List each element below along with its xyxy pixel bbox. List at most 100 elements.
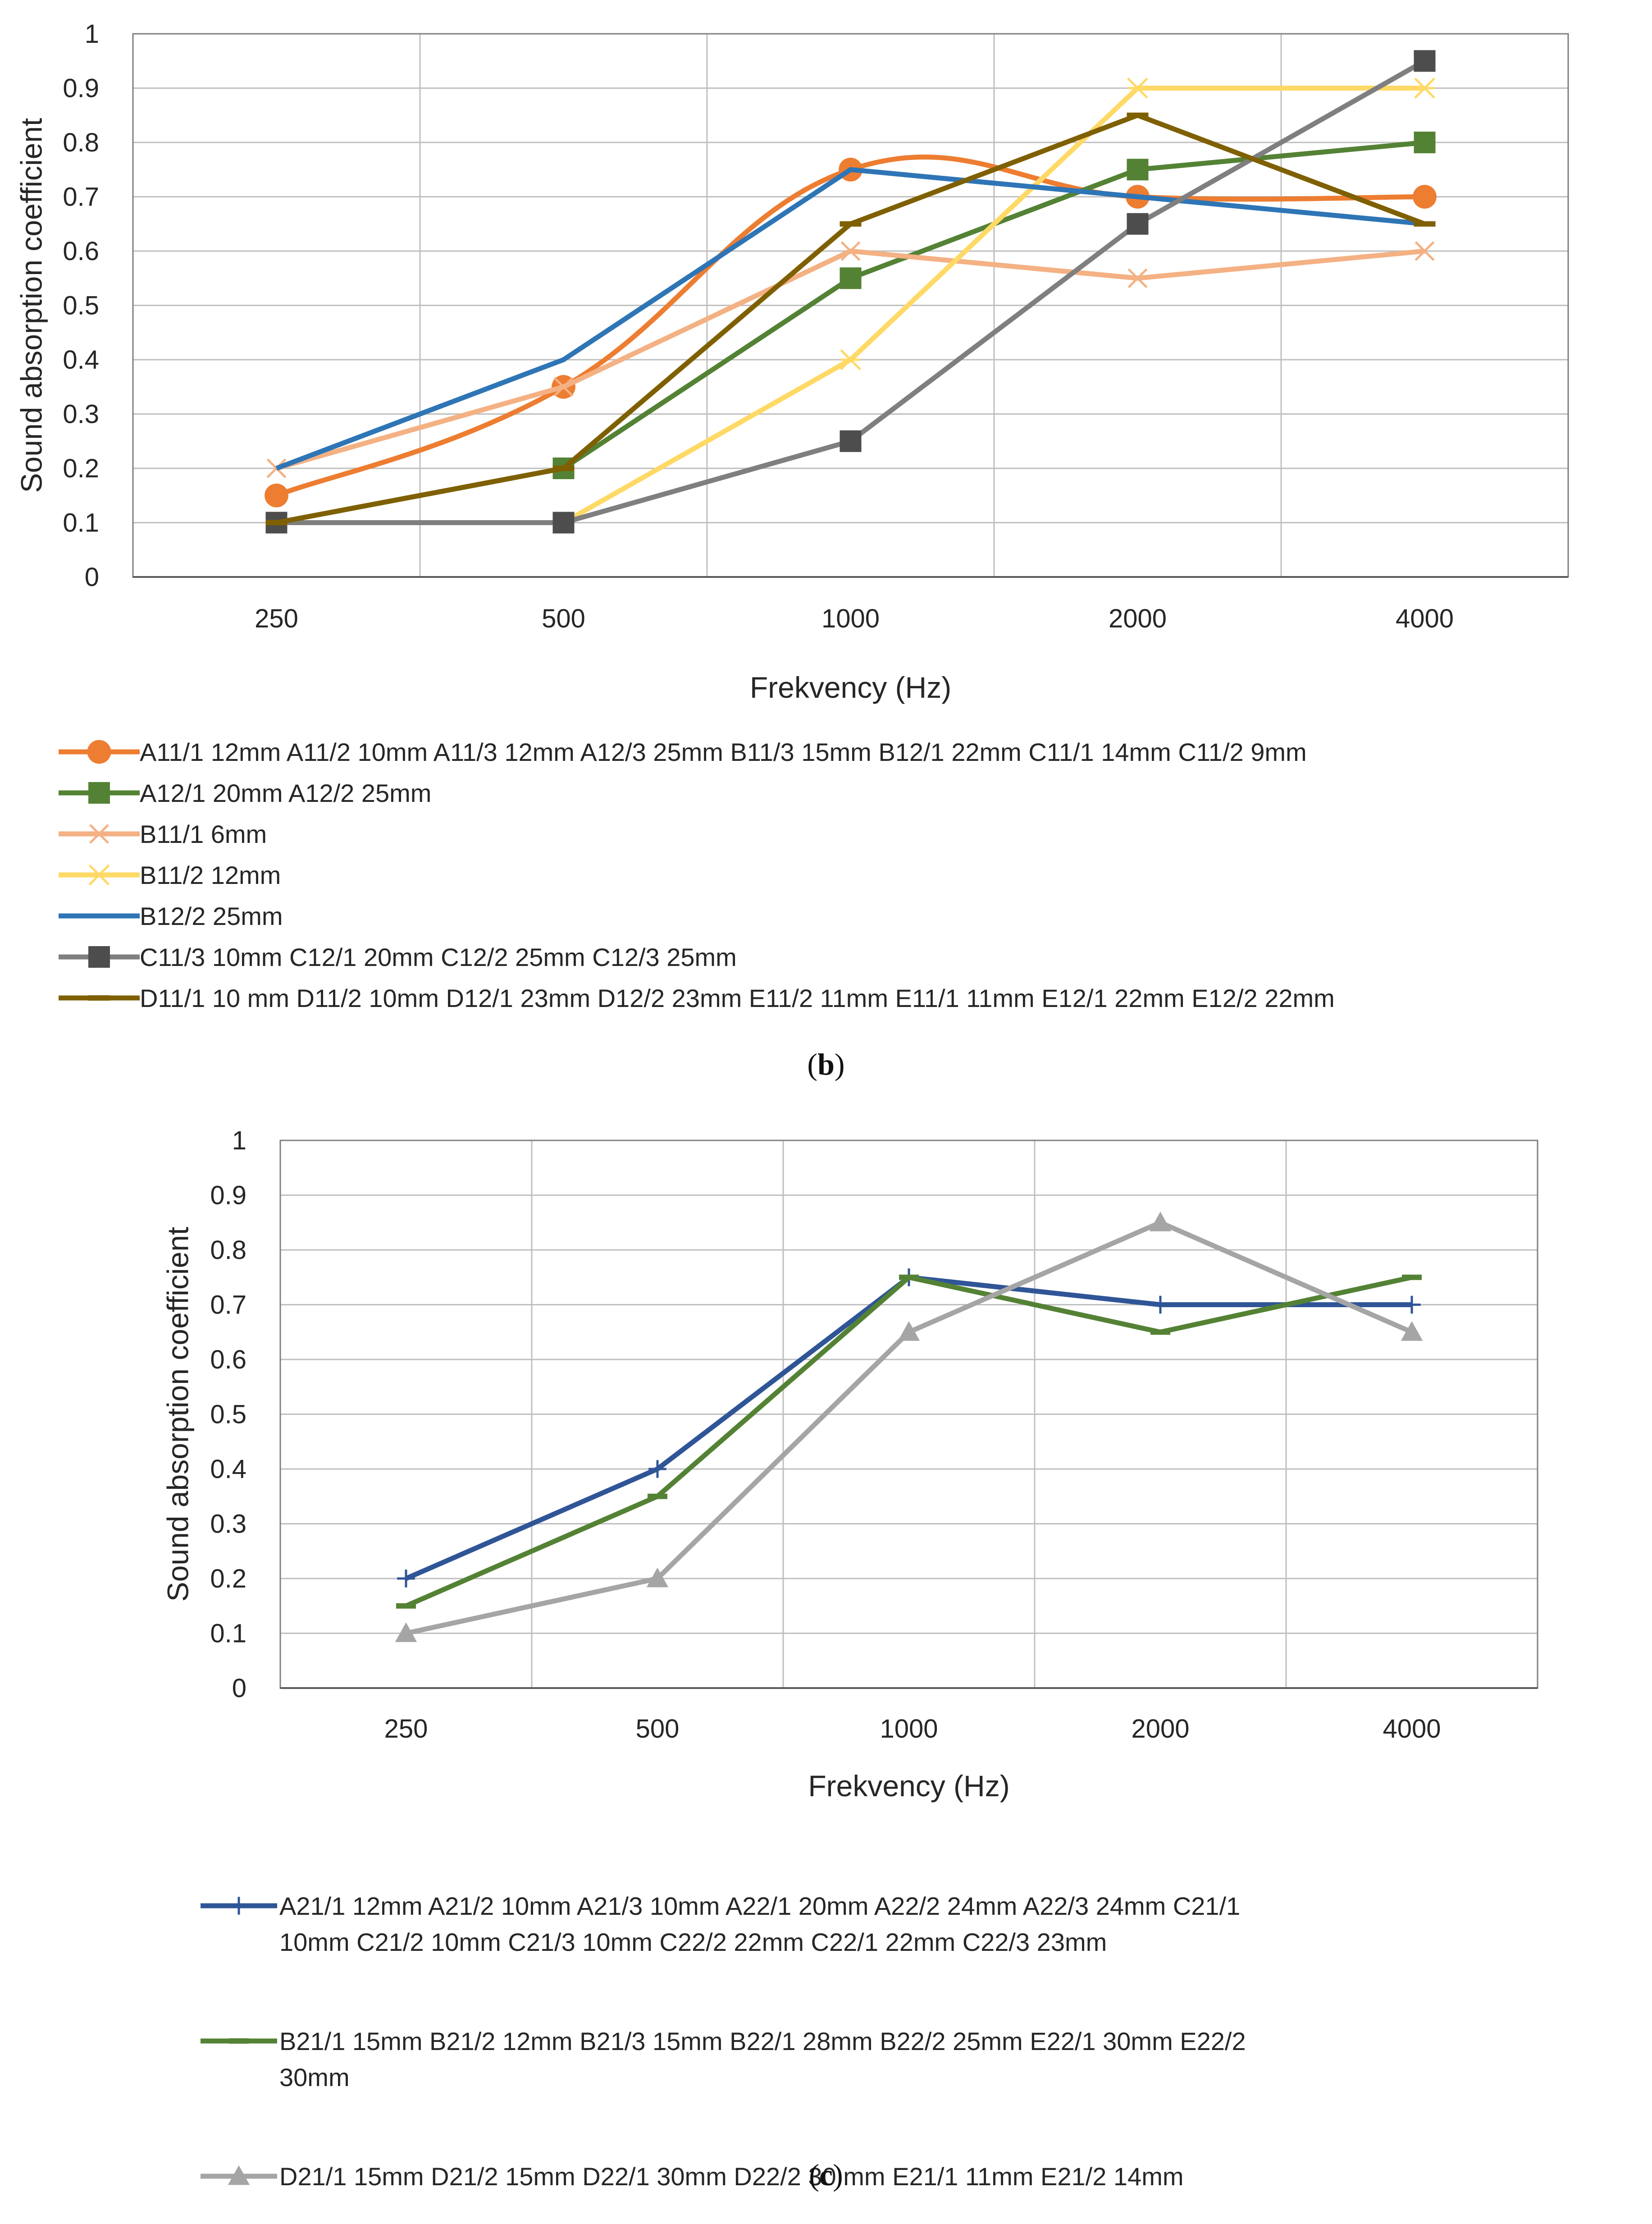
legend-swatch-marker [88, 782, 110, 804]
data-point [840, 221, 862, 227]
caption-paren-close: ) [835, 1047, 845, 1081]
legend-label: 10mm C21/2 10mm C21/3 10mm C22/2 22mm C2… [279, 1928, 1107, 1956]
data-point [1127, 213, 1149, 235]
caption-letter: c [819, 2158, 833, 2192]
y-tick-label: 1 [85, 19, 99, 49]
series-line [275, 154, 1425, 498]
caption-paren-open: ( [807, 1047, 817, 1081]
x-tick-label: 500 [542, 604, 585, 633]
legend-label: B11/1 6mm [140, 820, 267, 848]
series-line [276, 59, 1426, 525]
y-tick-label: 0.7 [63, 183, 99, 212]
data-point [1401, 1321, 1423, 1341]
x-tick-label: 1000 [880, 1714, 938, 1744]
figure-caption: (b) [807, 1047, 844, 1081]
y-axis-title: Sound absorption coefficient [14, 118, 48, 493]
series-line [562, 86, 1425, 525]
x-axis-title: Frekvency (Hz) [808, 1769, 1009, 1803]
legend-label: A12/1 20mm A12/2 25mm [140, 779, 431, 807]
caption-letter: b [817, 1047, 835, 1081]
data-point [1415, 241, 1435, 261]
data-point [840, 241, 861, 261]
x-tick-label: 4000 [1396, 604, 1454, 633]
y-tick-label: 0.5 [63, 291, 99, 320]
data-point [648, 1460, 666, 1478]
x-tick-label: 2000 [1131, 1714, 1189, 1744]
data-point [552, 512, 575, 534]
y-tick-label: 0.1 [210, 1619, 246, 1648]
data-point [397, 1570, 415, 1588]
y-tick-label: 1 [232, 1126, 246, 1155]
y-tick-labels: 0 0.1 0.2 0.3 0.4 0.5 0.6 0.7 0.8 0.9 1 [63, 19, 99, 592]
data-point [1127, 78, 1148, 99]
y-tick-label: 0.3 [63, 400, 99, 429]
legend-swatch-marker [229, 2038, 249, 2044]
y-tick-label: 0.2 [210, 1564, 246, 1593]
legend-swatch-marker [87, 740, 111, 764]
y-tick-label: 0.4 [210, 1455, 246, 1484]
data-point [898, 1321, 920, 1341]
y-tick-label: 0.3 [210, 1510, 246, 1539]
data-point [646, 1567, 669, 1588]
data-point [1414, 221, 1436, 227]
data-point [553, 377, 574, 397]
caption-paren-open: ( [809, 2158, 819, 2192]
data-point [1402, 1274, 1422, 1280]
data-point [1150, 1329, 1170, 1335]
series-group [265, 50, 1437, 534]
x-tick-label: 500 [636, 1714, 680, 1744]
x-tick-labels: 250 500 1000 2000 4000 [255, 604, 1454, 633]
legend-label: A21/1 12mm A21/2 10mm A21/3 10mm A22/1 2… [279, 1892, 1240, 1920]
y-tick-label: 0 [232, 1674, 246, 1703]
data-point [840, 349, 861, 371]
y-tick-label: 0.4 [63, 345, 99, 375]
data-point [1414, 50, 1436, 72]
legend-swatch-marker [228, 2165, 250, 2185]
y-tick-label: 0.8 [63, 128, 99, 157]
data-point [1414, 132, 1436, 153]
data-point [395, 1622, 417, 1642]
legend-label: B12/2 25mm [140, 902, 283, 930]
gridlines [279, 1139, 1538, 1689]
legend-label: 30mm [279, 2063, 350, 2091]
legend-label: B11/2 12mm [140, 861, 281, 889]
legend-label: B21/1 15mm B21/2 12mm B21/3 15mm B22/1 2… [279, 2027, 1246, 2055]
data-point [840, 267, 862, 289]
data-point [1151, 1295, 1169, 1314]
caption-paren-close: ) [833, 2158, 843, 2192]
legend-swatch-marker [88, 946, 110, 968]
x-tick-label: 2000 [1109, 604, 1167, 633]
data-point [1149, 1212, 1172, 1231]
y-tick-label: 0.1 [63, 508, 99, 538]
legend: A21/1 12mm A21/2 10mm A21/3 10mm A22/1 2… [201, 1892, 1246, 2191]
data-point [396, 1603, 416, 1609]
gridlines [132, 33, 1569, 578]
legend-label: D11/1 10 mm D11/2 10mm D12/1 23mm D12/2 … [140, 984, 1335, 1012]
y-tick-label: 0.7 [210, 1290, 246, 1320]
data-point [1403, 1295, 1421, 1314]
data-point [840, 430, 862, 452]
figure-caption: (c) [809, 2158, 843, 2192]
legend-swatch-marker [89, 824, 109, 844]
y-tick-label: 0.2 [63, 454, 99, 483]
x-tick-label: 250 [255, 604, 298, 633]
legend-swatch-marker [230, 1897, 248, 1915]
y-tick-label: 0.9 [63, 74, 99, 103]
series-group [395, 1212, 1423, 1642]
data-point [552, 466, 575, 471]
x-tick-label: 4000 [1383, 1714, 1441, 1744]
data-point [1414, 78, 1435, 99]
series-line [275, 167, 1425, 471]
x-tick-labels: 250 500 1000 2000 4000 [384, 1714, 1441, 1744]
legend-label: A11/1 12mm A11/2 10mm A11/3 12mm A12/3 2… [140, 738, 1307, 766]
data-point [648, 1493, 667, 1499]
y-tick-label: 0.6 [63, 237, 99, 266]
legend-swatch-marker [88, 864, 110, 886]
y-tick-label: 0 [85, 563, 99, 592]
x-tick-label: 1000 [821, 604, 880, 633]
data-point [899, 1274, 919, 1280]
legend: A11/1 12mm A11/2 10mm A11/3 12mm A12/3 2… [59, 738, 1335, 1012]
